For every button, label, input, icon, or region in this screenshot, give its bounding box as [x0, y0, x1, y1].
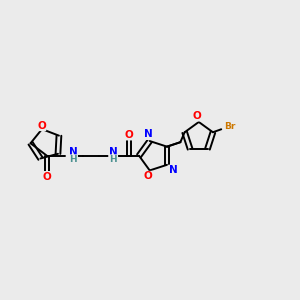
Text: Br: Br: [224, 122, 235, 131]
Text: O: O: [37, 121, 46, 130]
Text: N: N: [109, 147, 118, 157]
Text: N: N: [69, 147, 77, 157]
Text: H: H: [69, 155, 77, 164]
Text: H: H: [110, 155, 117, 164]
Text: O: O: [125, 130, 134, 140]
Text: N: N: [169, 165, 177, 175]
Text: O: O: [144, 171, 153, 182]
Text: N: N: [144, 130, 153, 140]
Text: O: O: [43, 172, 51, 182]
Text: O: O: [193, 111, 202, 121]
